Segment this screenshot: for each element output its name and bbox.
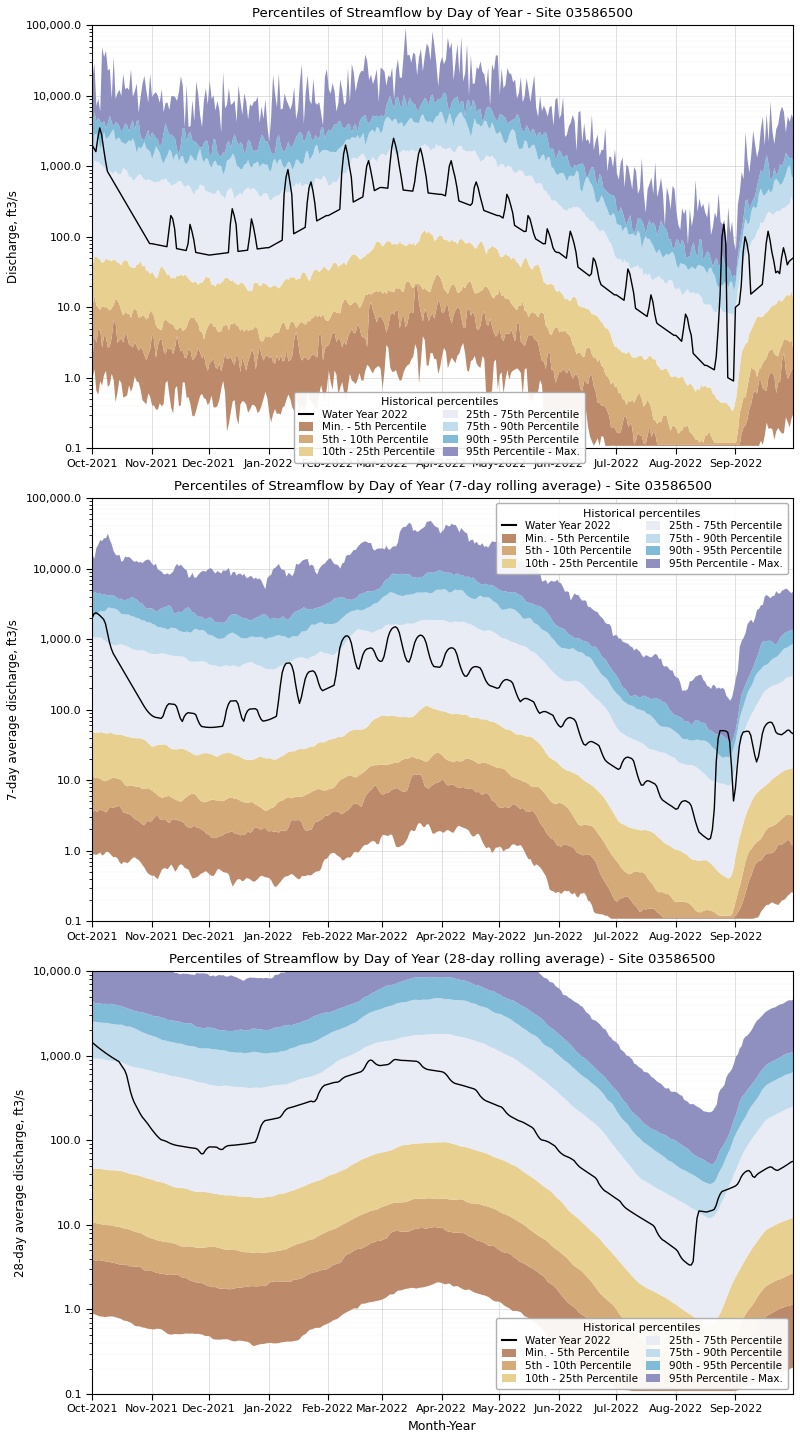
Y-axis label: Discharge, ft3/s: Discharge, ft3/s [7,190,20,284]
Y-axis label: 28-day average discharge, ft3/s: 28-day average discharge, ft3/s [14,1089,27,1277]
Title: Percentiles of Streamflow by Day of Year (7-day rolling average) - Site 03586500: Percentiles of Streamflow by Day of Year… [174,480,711,492]
Y-axis label: 7-day average discharge, ft3/s: 7-day average discharge, ft3/s [7,619,20,801]
Legend: Water Year 2022, Min. - 5th Percentile, 5th - 10th Percentile, 10th - 25th Perce: Water Year 2022, Min. - 5th Percentile, … [294,392,585,462]
Legend: Water Year 2022, Min. - 5th Percentile, 5th - 10th Percentile, 10th - 25th Perce: Water Year 2022, Min. - 5th Percentile, … [496,504,788,575]
X-axis label: Month-Year: Month-Year [408,1420,477,1433]
Title: Percentiles of Streamflow by Day of Year (28-day rolling average) - Site 0358650: Percentiles of Streamflow by Day of Year… [170,953,716,966]
Title: Percentiles of Streamflow by Day of Year - Site 03586500: Percentiles of Streamflow by Day of Year… [252,7,633,20]
Legend: Water Year 2022, Min. - 5th Percentile, 5th - 10th Percentile, 10th - 25th Perce: Water Year 2022, Min. - 5th Percentile, … [496,1318,788,1388]
